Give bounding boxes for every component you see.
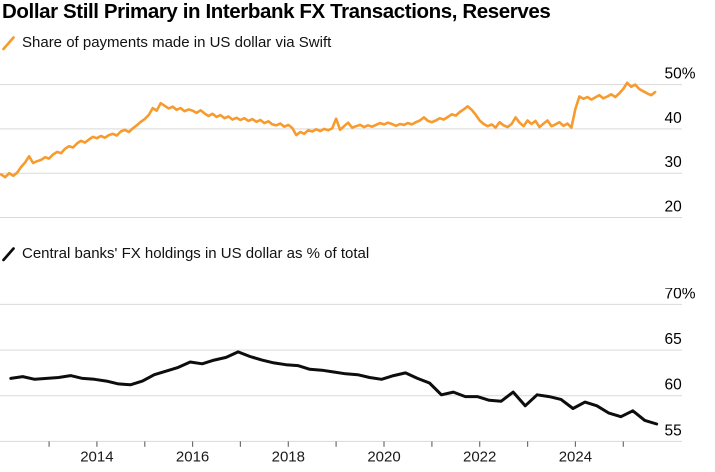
- black-slash-icon: [2, 247, 15, 262]
- x-axis-year-label: 2022: [463, 449, 496, 466]
- x-axis-year-label: 2018: [272, 449, 305, 466]
- y-axis-label: 20: [665, 199, 683, 216]
- y-axis-label: 55: [665, 422, 682, 439]
- y-axis-label: 30: [665, 154, 683, 171]
- legend-fx-holdings-label: Central banks' FX holdings in US dollar …: [22, 245, 370, 262]
- page-title: Dollar Still Primary in Interbank FX Tra…: [2, 0, 551, 23]
- fx-holdings-chart: 70% 65 60 55 2014 2016 2018 2020 2022 2024: [0, 288, 696, 466]
- data-line: [0, 81, 657, 179]
- y-axis-label: 65: [665, 331, 682, 348]
- swift-share-chart: 50% 40 30 20: [0, 66, 696, 218]
- x-axis-year-label: 2024: [559, 449, 592, 466]
- y-axis-label: 40: [665, 110, 683, 127]
- legend-swift-share-label: Share of payments made in US dollar via …: [22, 34, 332, 51]
- data-line: [9, 350, 659, 426]
- y-axis-label: 50%: [665, 66, 696, 83]
- x-axis-year-label: 2014: [80, 449, 113, 466]
- y-axis-label: 60: [665, 377, 683, 394]
- orange-slash-icon: [2, 36, 15, 51]
- legend-fx-holdings: Central banks' FX holdings in US dollar …: [2, 245, 369, 263]
- y-axis-label: 70%: [665, 288, 696, 302]
- x-axis-year-label: 2016: [176, 449, 209, 466]
- legend-swift-share: Share of payments made in US dollar via …: [2, 34, 331, 52]
- x-axis-year-label: 2020: [367, 449, 400, 466]
